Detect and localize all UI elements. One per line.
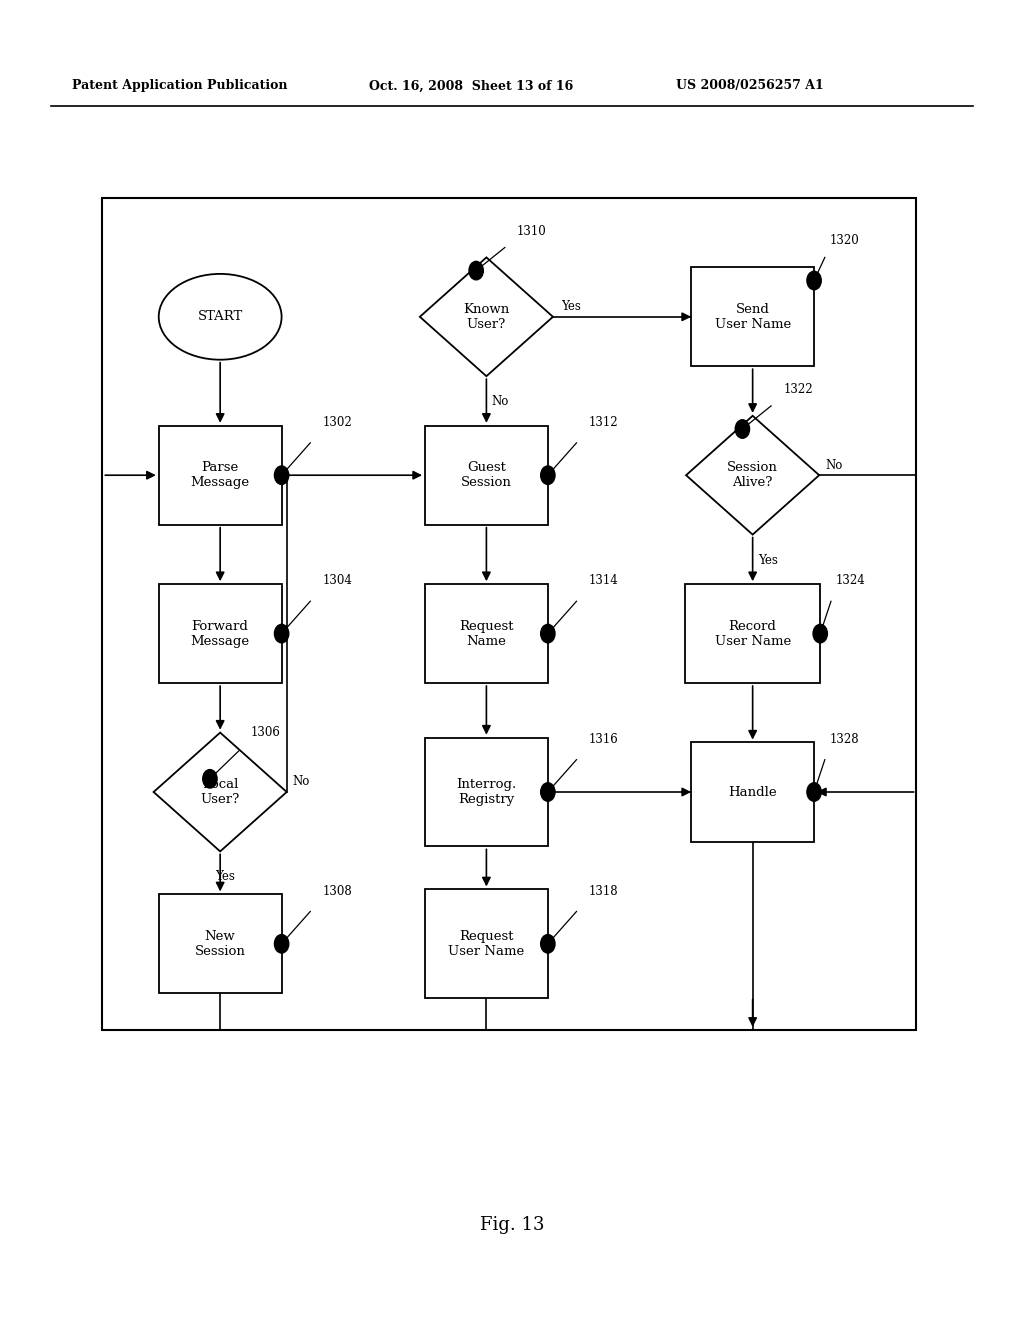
Text: 1324: 1324: [836, 574, 865, 587]
Circle shape: [541, 466, 555, 484]
Circle shape: [541, 935, 555, 953]
Text: 1320: 1320: [829, 235, 859, 248]
Text: Handle: Handle: [728, 785, 777, 799]
Text: No: No: [293, 775, 310, 788]
Ellipse shape: [159, 273, 282, 359]
FancyBboxPatch shape: [425, 583, 548, 682]
Circle shape: [807, 272, 821, 290]
Text: 1310: 1310: [517, 224, 547, 238]
FancyBboxPatch shape: [425, 890, 548, 998]
Text: Record
User Name: Record User Name: [715, 619, 791, 648]
Polygon shape: [154, 733, 287, 851]
Text: 1328: 1328: [829, 733, 859, 746]
Text: 1316: 1316: [589, 733, 618, 746]
Circle shape: [203, 770, 217, 788]
Text: No: No: [825, 458, 843, 471]
Circle shape: [274, 935, 289, 953]
Text: Yes: Yes: [561, 300, 581, 313]
Polygon shape: [420, 257, 553, 376]
Circle shape: [274, 624, 289, 643]
Circle shape: [541, 783, 555, 801]
Text: Request
Name: Request Name: [459, 619, 514, 648]
FancyBboxPatch shape: [159, 425, 282, 524]
Text: Interrog.
Registry: Interrog. Registry: [457, 777, 516, 807]
Text: New
Session: New Session: [195, 929, 246, 958]
Text: 1302: 1302: [323, 416, 352, 429]
Text: Request
User Name: Request User Name: [449, 929, 524, 958]
Circle shape: [469, 261, 483, 280]
Text: US 2008/0256257 A1: US 2008/0256257 A1: [676, 79, 823, 92]
Circle shape: [541, 624, 555, 643]
Circle shape: [807, 783, 821, 801]
Text: 1306: 1306: [251, 726, 281, 739]
Text: Yes: Yes: [215, 870, 234, 883]
Text: Send
User Name: Send User Name: [715, 302, 791, 331]
FancyBboxPatch shape: [425, 425, 548, 524]
Circle shape: [735, 420, 750, 438]
Text: START: START: [198, 310, 243, 323]
Text: No: No: [492, 395, 509, 408]
Text: Yes: Yes: [758, 553, 777, 566]
Text: Oct. 16, 2008  Sheet 13 of 16: Oct. 16, 2008 Sheet 13 of 16: [369, 79, 572, 92]
FancyBboxPatch shape: [425, 738, 548, 846]
Polygon shape: [686, 416, 819, 535]
Text: 1304: 1304: [323, 574, 352, 587]
Text: 1312: 1312: [589, 416, 618, 429]
Text: Local
User?: Local User?: [201, 777, 240, 807]
Circle shape: [274, 466, 289, 484]
Text: Session
Alive?: Session Alive?: [727, 461, 778, 490]
Text: Guest
Session: Guest Session: [461, 461, 512, 490]
FancyBboxPatch shape: [159, 895, 282, 993]
Text: Known
User?: Known User?: [463, 302, 510, 331]
Text: 1318: 1318: [589, 884, 618, 898]
Text: Parse
Message: Parse Message: [190, 461, 250, 490]
Circle shape: [813, 624, 827, 643]
Text: 1308: 1308: [323, 884, 352, 898]
Text: Patent Application Publication: Patent Application Publication: [72, 79, 287, 92]
Text: Forward
Message: Forward Message: [190, 619, 250, 648]
FancyBboxPatch shape: [691, 267, 814, 366]
FancyBboxPatch shape: [685, 583, 820, 682]
FancyBboxPatch shape: [159, 583, 282, 682]
Text: 1314: 1314: [589, 574, 618, 587]
FancyBboxPatch shape: [691, 742, 814, 842]
Text: Fig. 13: Fig. 13: [480, 1216, 544, 1234]
Text: 1322: 1322: [783, 383, 813, 396]
